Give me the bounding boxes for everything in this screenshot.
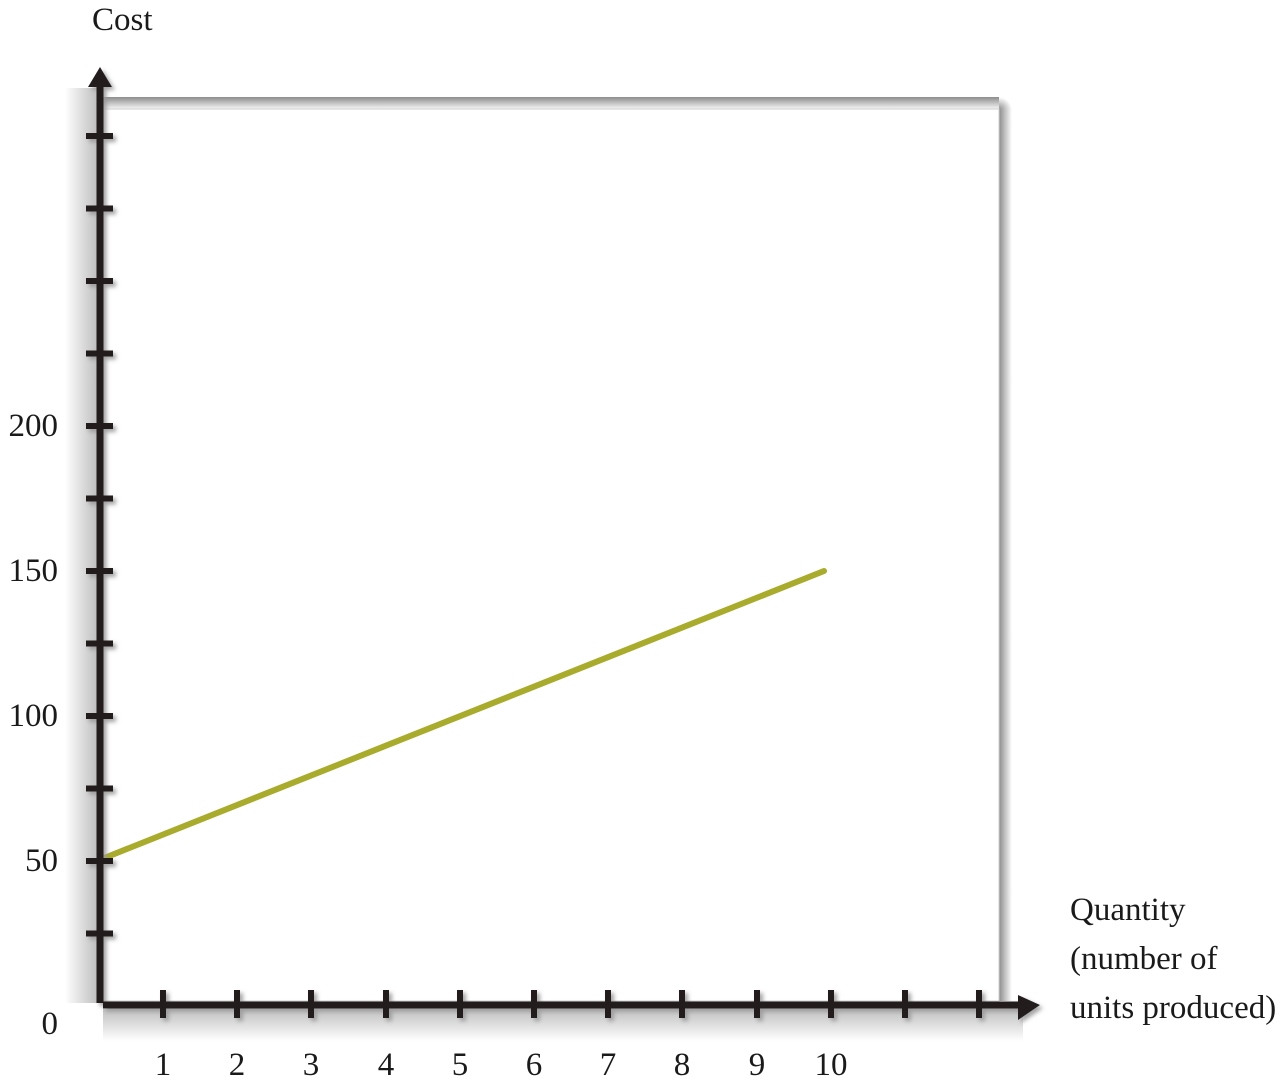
svg-text:units produced): units produced) xyxy=(1070,990,1276,1026)
svg-text:(number of: (number of xyxy=(1070,941,1218,977)
svg-text:200: 200 xyxy=(9,408,59,444)
svg-text:Quantity: Quantity xyxy=(1070,892,1186,928)
svg-text:150: 150 xyxy=(9,553,59,589)
svg-text:5: 5 xyxy=(452,1047,469,1083)
svg-text:Cost: Cost xyxy=(92,2,153,38)
svg-text:6: 6 xyxy=(526,1047,543,1083)
svg-text:10: 10 xyxy=(815,1047,848,1083)
svg-text:2: 2 xyxy=(229,1047,246,1083)
svg-text:8: 8 xyxy=(674,1047,691,1083)
svg-text:9: 9 xyxy=(749,1047,766,1083)
svg-text:100: 100 xyxy=(9,698,59,734)
svg-text:50: 50 xyxy=(25,843,58,879)
svg-text:3: 3 xyxy=(303,1047,320,1083)
svg-text:4: 4 xyxy=(378,1047,395,1083)
svg-text:1: 1 xyxy=(155,1047,172,1083)
svg-text:7: 7 xyxy=(600,1047,617,1083)
svg-text:0: 0 xyxy=(42,1006,59,1042)
